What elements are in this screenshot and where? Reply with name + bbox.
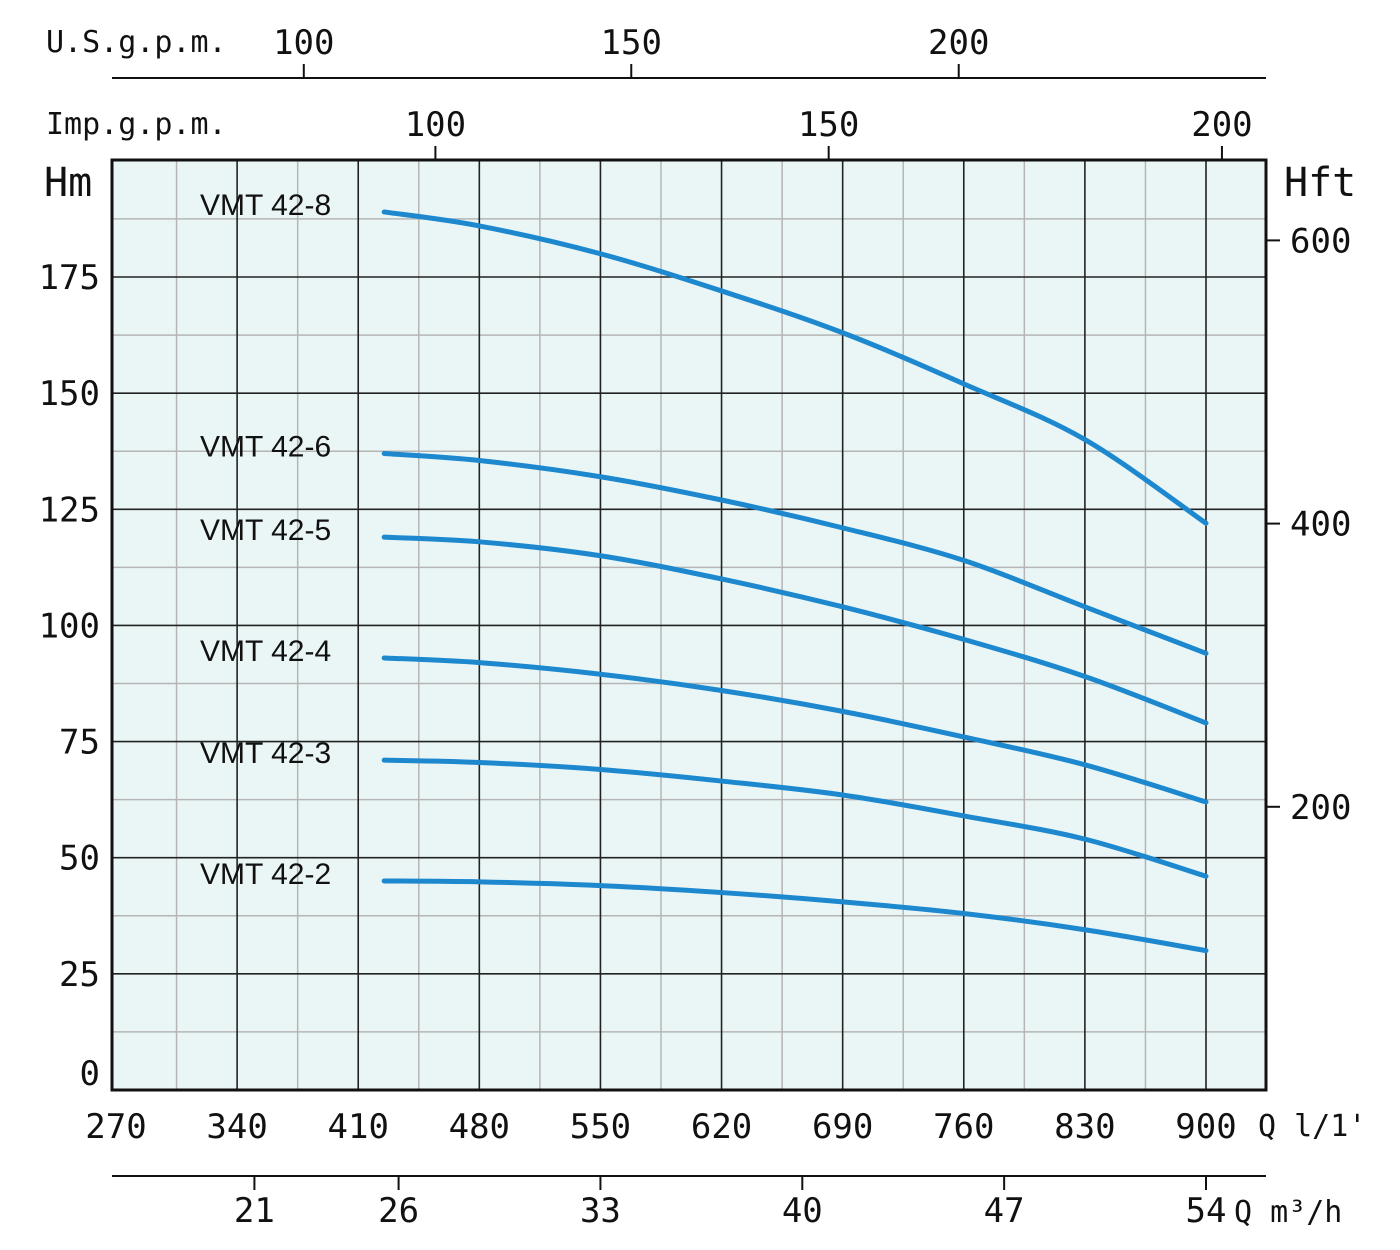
x-main-tick-label: 340 bbox=[206, 1107, 267, 1147]
y-right-tick-label: 600 bbox=[1290, 221, 1351, 261]
x-impgpm-tick-label: 200 bbox=[1191, 105, 1252, 145]
x-main-tick-label: 690 bbox=[812, 1107, 873, 1147]
series-label: VMT 42-2 bbox=[200, 858, 331, 891]
x-usgpm-axis-label: U.S.g.p.m. bbox=[46, 25, 227, 60]
x-usgpm-tick-label: 150 bbox=[601, 23, 662, 63]
series-label: VMT 42-3 bbox=[200, 737, 331, 770]
x-m3h-tick-label: 54 bbox=[1186, 1191, 1227, 1231]
x-m3h-tick-label: 40 bbox=[782, 1191, 823, 1231]
y-right-axis-label: Hft bbox=[1284, 160, 1356, 206]
x-usgpm-tick-label: 100 bbox=[273, 23, 334, 63]
x-main-tick-label: 830 bbox=[1054, 1107, 1115, 1147]
x-m3h-tick-label: 33 bbox=[580, 1191, 621, 1231]
y-left-tick-label: 0 bbox=[80, 1054, 100, 1094]
y-left-tick-label: 100 bbox=[39, 606, 100, 646]
x-impgpm-axis-label: Imp.g.p.m. bbox=[46, 107, 227, 142]
series-label: VMT 42-4 bbox=[200, 635, 331, 668]
y-left-tick-label: 75 bbox=[59, 723, 100, 763]
y-right-tick-label: 400 bbox=[1290, 505, 1351, 545]
series-label: VMT 42-8 bbox=[200, 189, 331, 222]
x-usgpm-tick-label: 200 bbox=[928, 23, 989, 63]
x-main-tick-label: 760 bbox=[933, 1107, 994, 1147]
series-curve-3 bbox=[381, 655, 1209, 805]
major-grid bbox=[112, 160, 1266, 1090]
series-curve-0 bbox=[381, 209, 1209, 526]
y-left-tick-label: 25 bbox=[59, 955, 100, 995]
x-m3h-tick-label: 21 bbox=[234, 1191, 275, 1231]
x-m3h-ticks: 21 26 33 40 47 54 bbox=[234, 1176, 1227, 1231]
series-label: VMT 42-5 bbox=[200, 514, 331, 547]
x-impgpm-tick-label: 100 bbox=[405, 105, 466, 145]
x-usgpm-ticks: 100 150 200 bbox=[273, 23, 989, 78]
series-label: VMT 42-6 bbox=[200, 431, 331, 464]
y-left-tick-label: 150 bbox=[39, 374, 100, 414]
y-left-tick-label: 175 bbox=[39, 258, 100, 298]
y-left-tick-label: 50 bbox=[59, 839, 100, 879]
y-right-tick-label: 200 bbox=[1290, 788, 1351, 828]
x-main-tick-label: 900 bbox=[1175, 1107, 1236, 1147]
plot-frame bbox=[110, 158, 1268, 1092]
y-left-axis-label: Hm bbox=[44, 160, 92, 206]
series-curve-2 bbox=[381, 534, 1209, 726]
minor-grid bbox=[112, 160, 1266, 1090]
x-m3h-axis-label: Q m³/h bbox=[1234, 1195, 1342, 1230]
series-curve-5 bbox=[381, 878, 1209, 954]
x-impgpm-tick-label: 150 bbox=[798, 105, 859, 145]
y-right-ticks: 200 400 600 bbox=[1266, 221, 1351, 828]
series-curve-1 bbox=[381, 451, 1209, 656]
x-main-tick-label: 620 bbox=[691, 1107, 752, 1147]
x-m3h-tick-label: 26 bbox=[378, 1191, 419, 1231]
x-impgpm-ticks: 100 150 200 bbox=[405, 105, 1253, 160]
x-main-tick-label: 480 bbox=[449, 1107, 510, 1147]
x-main-tick-labels: 270 340 410 480 550 620 690 760 830 900 bbox=[85, 1107, 1236, 1147]
x-main-tick-label: 550 bbox=[570, 1107, 631, 1147]
x-main-tick-label: 270 bbox=[85, 1107, 146, 1147]
series-curve-4 bbox=[381, 757, 1209, 879]
y-left-tick-label: 125 bbox=[39, 490, 100, 530]
x-main-axis-label: Q l/1' bbox=[1258, 1109, 1366, 1144]
x-main-tick-label: 410 bbox=[328, 1107, 389, 1147]
performance-curves: VMT 42-8 VMT 42-6 VMT 42-5 VMT 42-4 VMT 42-3… bbox=[200, 189, 1209, 954]
x-m3h-tick-label: 47 bbox=[984, 1191, 1025, 1231]
y-left-tick-labels: 0 25 50 75 100 125 150 175 bbox=[39, 258, 100, 1094]
